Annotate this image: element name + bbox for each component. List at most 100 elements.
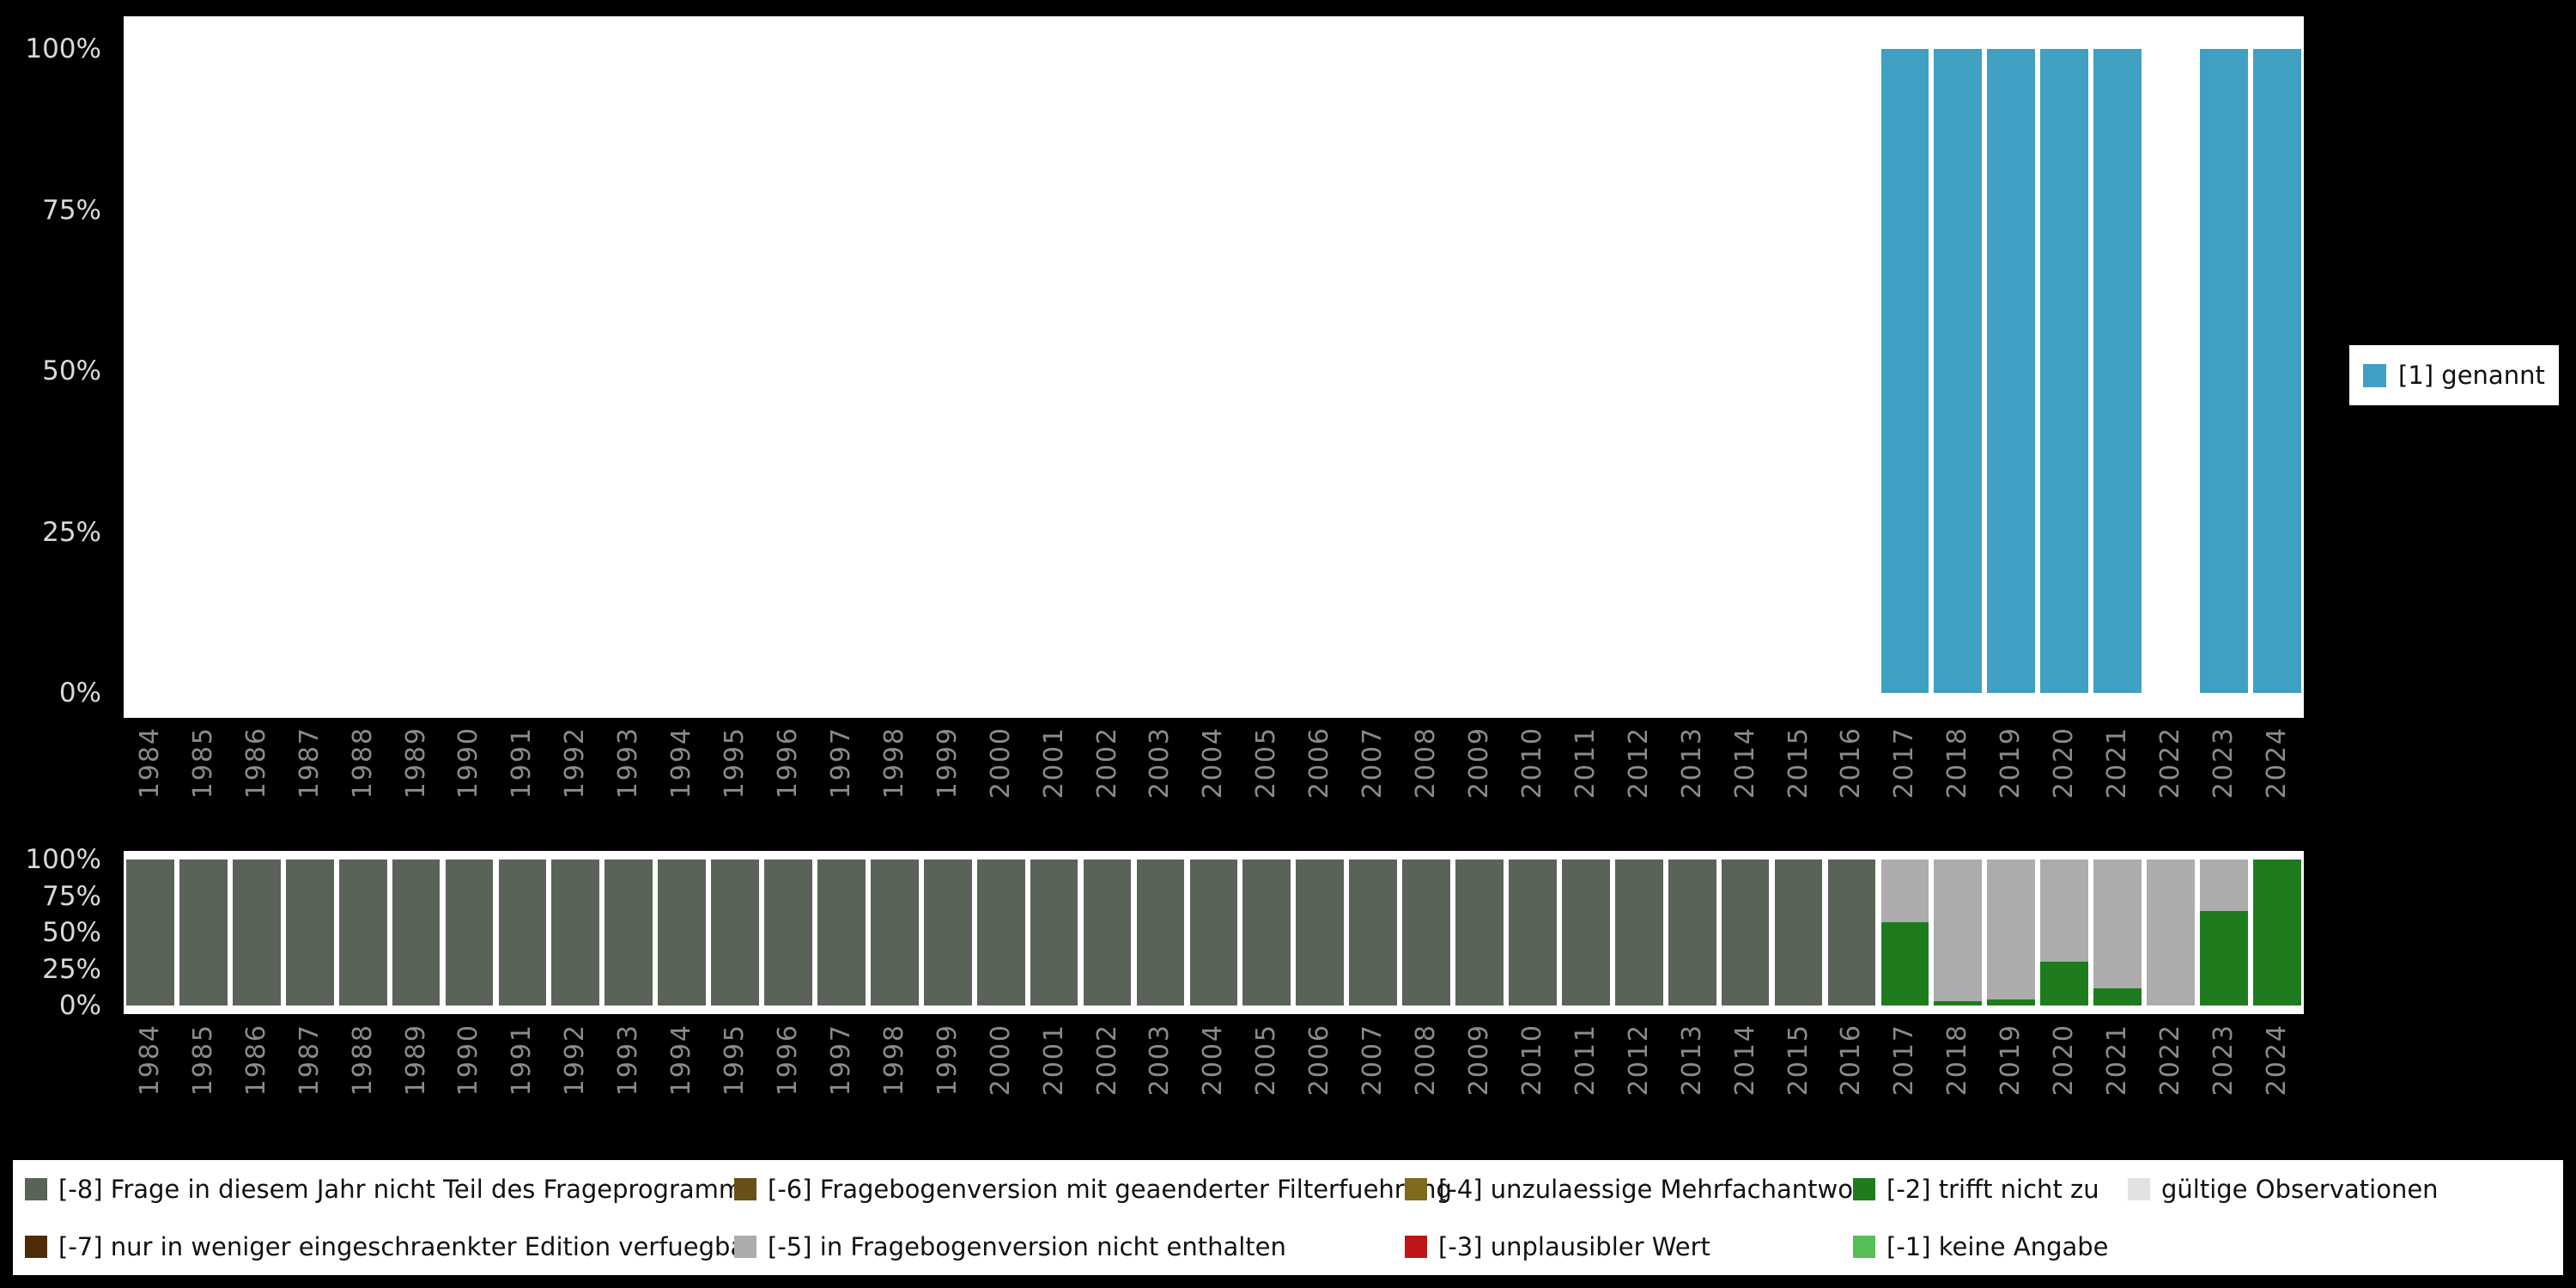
x-tick-1986: 1986 — [230, 1024, 283, 1135]
bar-segment--2 — [1934, 1000, 1983, 1005]
bar-segment--5 — [2147, 860, 2195, 1005]
y-tick-label: 75% — [42, 880, 101, 912]
legend-swatch-genannt — [2363, 363, 2386, 387]
bar-stack-2002 — [1083, 860, 1132, 1005]
legend-label: gültige Observationen — [2161, 1174, 2439, 1204]
bar-segment--5 — [2093, 860, 2142, 988]
bar-2014 — [1719, 860, 1772, 1005]
x-tick-2002: 2002 — [1081, 1024, 1134, 1135]
bar-stack-2024 — [2252, 49, 2301, 693]
bar-segment-1 — [2040, 49, 2088, 693]
legend-label-genannt: [1] genannt — [2398, 361, 2545, 390]
x-tick-label: 1990 — [453, 1024, 484, 1097]
x-tick-label: 2024 — [2261, 1024, 2292, 1097]
x-tick-1987: 1987 — [283, 1024, 337, 1135]
bar-2004 — [1187, 860, 1240, 1005]
bar-stack-2021 — [2093, 49, 2142, 693]
bar-1992 — [549, 860, 602, 1005]
bar-segment--8 — [605, 860, 653, 1005]
bar-2002 — [1081, 860, 1134, 1005]
legend-label: [-3] unplausibler Wert — [1438, 1231, 1710, 1261]
x-tick-1990: 1990 — [443, 1024, 496, 1135]
x-tick-2012: 2012 — [1613, 1024, 1666, 1135]
bar-stack-2016 — [1827, 860, 1876, 1005]
x-tick-2020: 2020 — [2038, 1024, 2091, 1135]
bar-1989 — [390, 860, 443, 1005]
x-tick-1998: 1998 — [868, 1024, 921, 1135]
bar-segment--8 — [1614, 860, 1663, 1005]
bar-segment--8 — [1509, 860, 1557, 1005]
x-tick-2007: 2007 — [1346, 1024, 1400, 1135]
bar-segment-1 — [1934, 49, 1983, 693]
bar-stack-1993 — [605, 860, 653, 1005]
bar-stack-2015 — [1774, 860, 1823, 1005]
x-tick-label: 2009 — [1464, 1024, 1494, 1097]
bar-segment--8 — [1083, 860, 1132, 1005]
bar-stack-2023 — [2200, 49, 2248, 693]
y-tick-label: 25% — [42, 953, 101, 985]
bar-2019 — [1984, 49, 2038, 693]
bar-1996 — [762, 860, 815, 1005]
bottom-plot-area — [124, 851, 2304, 1014]
bar-stack-2019 — [1987, 49, 2036, 693]
x-tick-label: 1998 — [878, 1024, 909, 1097]
legend-swatch--2 — [1853, 1177, 1875, 1200]
x-tick-label: 2002 — [1091, 1024, 1122, 1097]
bar-stack-2019 — [1987, 860, 2036, 1005]
bottom-y-axis-labels: 100% 75% 50% 25% 0% — [0, 844, 108, 1021]
x-tick-1988: 1988 — [337, 1024, 390, 1135]
bottom-x-axis-labels: 1984 1985 1986 1987 1988 1989 1990 1991 1992 1993… — [124, 1024, 2304, 1135]
bar-stack-2017 — [1880, 49, 1929, 693]
x-tick-label: 1986 — [240, 1024, 271, 1097]
bar-stack-2003 — [1136, 860, 1185, 1005]
x-tick-1991: 1991 — [495, 1024, 549, 1135]
bar-segment--2 — [2093, 987, 2142, 1005]
x-tick-label: 1988 — [347, 1024, 378, 1097]
bar-segment--8 — [817, 860, 866, 1005]
bar-2020 — [2038, 49, 2091, 693]
x-tick-1993: 1993 — [602, 1024, 655, 1135]
x-tick-2004: 2004 — [1187, 1024, 1240, 1135]
bar-segment--8 — [1349, 860, 1398, 1005]
x-tick-2000: 2000 — [975, 1024, 1028, 1135]
bar-2020 — [2038, 860, 2091, 1005]
x-tick-2009: 2009 — [1453, 1024, 1506, 1135]
x-tick-label: 2016 — [1836, 1024, 1867, 1097]
bar-1997 — [815, 860, 868, 1005]
bar-segment--8 — [871, 860, 919, 1005]
x-tick-label: 1989 — [400, 1024, 431, 1097]
bar-segment--8 — [1721, 860, 1770, 1005]
x-tick-2010: 2010 — [1506, 1024, 1559, 1135]
bar-stack-2020 — [2040, 49, 2088, 693]
bar-segment--2 — [1987, 999, 2036, 1005]
bar-2011 — [1559, 860, 1613, 1005]
bar-2017 — [1878, 860, 1931, 1005]
bar-segment-1 — [1880, 49, 1929, 693]
bar-segment--8 — [1030, 860, 1078, 1005]
bar-segment--8 — [551, 860, 600, 1005]
bar-stack-2014 — [1721, 860, 1770, 1005]
x-tick-label: 1997 — [825, 1024, 856, 1097]
bar-2024 — [2251, 860, 2304, 1005]
bar-segment--8 — [1402, 860, 1450, 1005]
legend-label: [-7] nur in weniger eingeschraenkter Edi… — [58, 1231, 756, 1261]
bar-stack-1997 — [817, 860, 866, 1005]
legend-swatch--5 — [734, 1235, 756, 1258]
bar-1984 — [124, 860, 177, 1005]
bar-2005 — [1240, 860, 1293, 1005]
bar-2008 — [1400, 860, 1453, 1005]
bar-2023 — [2197, 860, 2251, 1005]
x-tick-label: 2000 — [985, 1024, 1016, 1097]
x-tick-label: 1987 — [294, 1024, 325, 1097]
legend-label: [-8] Frage in diesem Jahr nicht Teil des… — [58, 1174, 756, 1204]
bar-segment--8 — [1242, 860, 1291, 1005]
bar-2023 — [2197, 49, 2251, 693]
bar-stack-2000 — [976, 860, 1025, 1005]
x-tick-label: 1994 — [666, 1024, 697, 1097]
y-tick-label: 100% — [25, 33, 101, 64]
legend-item--3: [-3] unplausibler Wert — [1405, 1232, 1853, 1261]
legend-item--4: [-4] unzulaessige Mehrfachantwort — [1405, 1175, 1873, 1204]
x-tick-2014: 2014 — [1719, 1024, 1772, 1135]
legend-swatch--7 — [25, 1235, 47, 1258]
